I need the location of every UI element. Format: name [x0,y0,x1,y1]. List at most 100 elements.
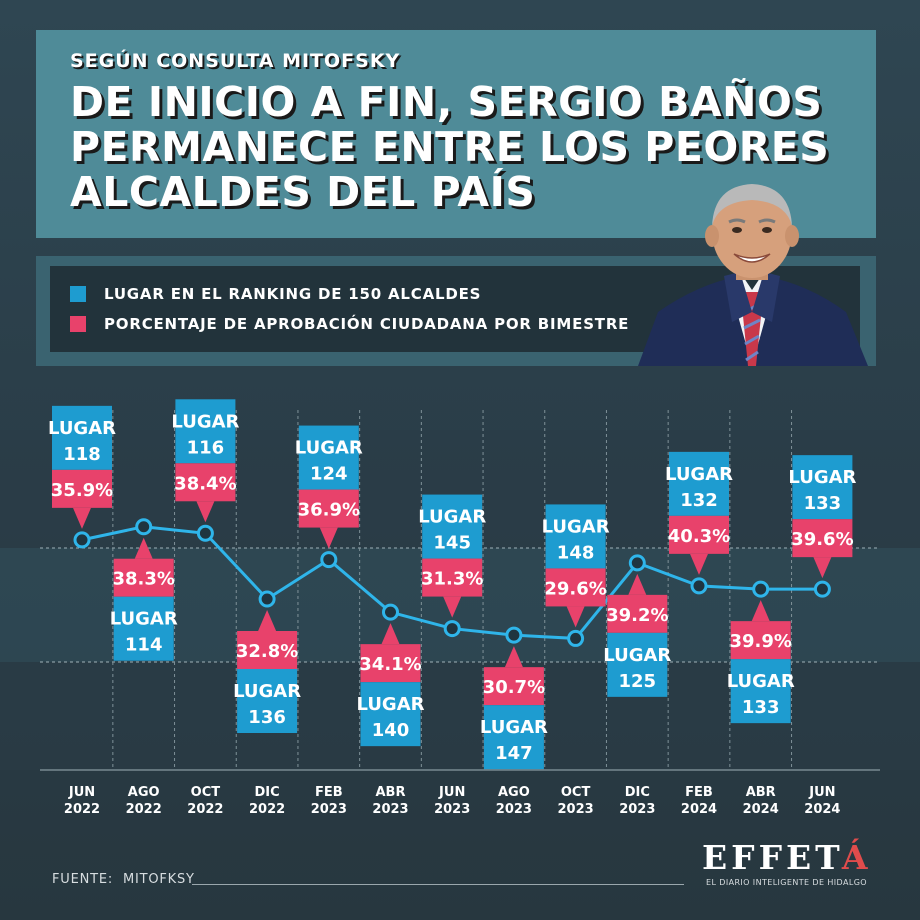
headline-line-3: ALCALDES DEL PAÍS [70,168,536,216]
rank-card-label: LUGAR [788,467,856,488]
rank-card [298,425,359,490]
approval-pointer [566,606,585,628]
approval-card [360,644,421,683]
headline-line-1: DE INICIO A FIN, SERGIO BAÑOS [70,78,823,126]
approval-value: 34.1% [359,654,421,675]
ranking-point [73,531,91,549]
rank-card-label: LUGAR [727,671,795,692]
approval-value: 38.4% [174,473,236,494]
approval-card [237,631,298,669]
rank-card [669,451,729,516]
approval-pointer [319,527,338,549]
rank-card-value: 132 [680,490,718,511]
ranking-point [135,518,153,536]
approval-value: 32.8% [236,641,298,662]
mayor-portrait [628,172,876,366]
brand-logo: EFFETÁ [702,838,872,877]
chart-svg: LUGAR 118 35.9% 38.3% LUGAR 114 LUGAR 116 38.4% 3… [0,399,920,817]
brand-tagline: EL DIARIO INTELIGENTE DE HIDALGO [706,878,868,887]
rank-card-value: 136 [248,707,286,728]
x-tick-year: 2023 [619,802,655,817]
ranking-point [813,580,831,598]
ranking-point [258,590,276,608]
approval-value: 35.9% [51,480,113,501]
rank-card [113,596,174,661]
ranking-point [690,577,708,595]
approval-value: 36.9% [298,500,360,521]
ranking-point [505,626,523,644]
approval-pointer [751,600,770,622]
x-tick-year: 2023 [434,802,470,817]
x-tick-year: 2024 [743,802,779,817]
approval-pointer [258,610,277,631]
ranking-point [320,551,338,569]
ranking-point [443,620,461,638]
approval-pointer [196,501,215,523]
approval-value: 39.2% [606,605,668,626]
rank-card-label: LUGAR [48,418,116,439]
ranking-point [752,580,770,598]
x-tick-month: ABR [746,785,776,800]
legend-item-ranking: LUGAR EN EL RANKING DE 150 ALCALDES [70,285,481,303]
approval-pointer [134,537,153,559]
x-tick-month: DIC [255,785,280,800]
ranking-point [382,603,399,621]
x-tick-year: 2022 [64,802,100,817]
approval-card [792,519,853,558]
x-tick-year: 2022 [249,802,285,817]
rank-card [483,705,544,770]
x-tick-month: ABR [376,785,406,800]
rank-card [422,494,483,559]
rank-card [545,504,606,569]
approval-card [607,594,668,633]
source-note: FUENTE: MITOFKSY [52,872,195,887]
rank-card [730,659,791,724]
legend-swatch-ranking [70,286,86,302]
approval-value: 30.7% [483,677,545,698]
approval-value: 38.3% [112,569,174,590]
approval-card [113,558,174,597]
x-tick-month: DIC [625,785,650,800]
approval-card [422,558,483,597]
rank-card [360,682,421,747]
rank-card-value: 147 [495,743,533,764]
rank-card-label: LUGAR [603,645,671,666]
brand-accent: Á [841,838,872,877]
approval-pointer [628,573,647,595]
source-label: FUENTE: [52,872,114,887]
approval-value: 40.3% [668,526,730,547]
rank-card-label: LUGAR [418,507,486,528]
approval-card [483,667,544,706]
approval-value: 29.6% [544,578,606,599]
footer-divider [192,884,684,885]
approval-pointer [690,553,708,575]
rank-card-value: 148 [557,542,595,563]
approval-card [175,463,236,502]
x-tick-year: 2023 [372,802,408,817]
x-tick-year: 2024 [804,802,840,817]
x-tick-year: 2023 [496,802,532,817]
approval-pointer [443,596,462,618]
chart-area: LUGAR 118 35.9% 38.3% LUGAR 114 LUGAR 116 38.4% 3… [0,370,920,844]
brand-main: EFFET [702,838,842,877]
rank-card-value: 116 [187,437,225,458]
x-tick-month: AGO [128,785,160,800]
rank-card-label: LUGAR [171,411,239,432]
rank-card [792,455,853,520]
x-tick-year: 2023 [311,802,347,817]
rank-card-value: 124 [310,464,348,485]
rank-card-label: LUGAR [233,681,301,702]
approval-card [52,469,112,508]
rank-card-label: LUGAR [665,464,733,485]
x-tick-year: 2024 [681,802,717,817]
rank-card-label: LUGAR [110,609,178,630]
rank-card-label: LUGAR [295,438,363,459]
ranking-point [567,629,585,647]
rank-card [607,632,668,697]
headline-line-2: PERMANECE ENTRE LOS PEORES [70,123,830,171]
approval-pointer [73,507,91,529]
legend-swatch-approval [70,316,86,332]
approval-pointer [381,623,400,645]
x-tick-year: 2022 [126,802,162,817]
ranking-point [628,554,646,572]
